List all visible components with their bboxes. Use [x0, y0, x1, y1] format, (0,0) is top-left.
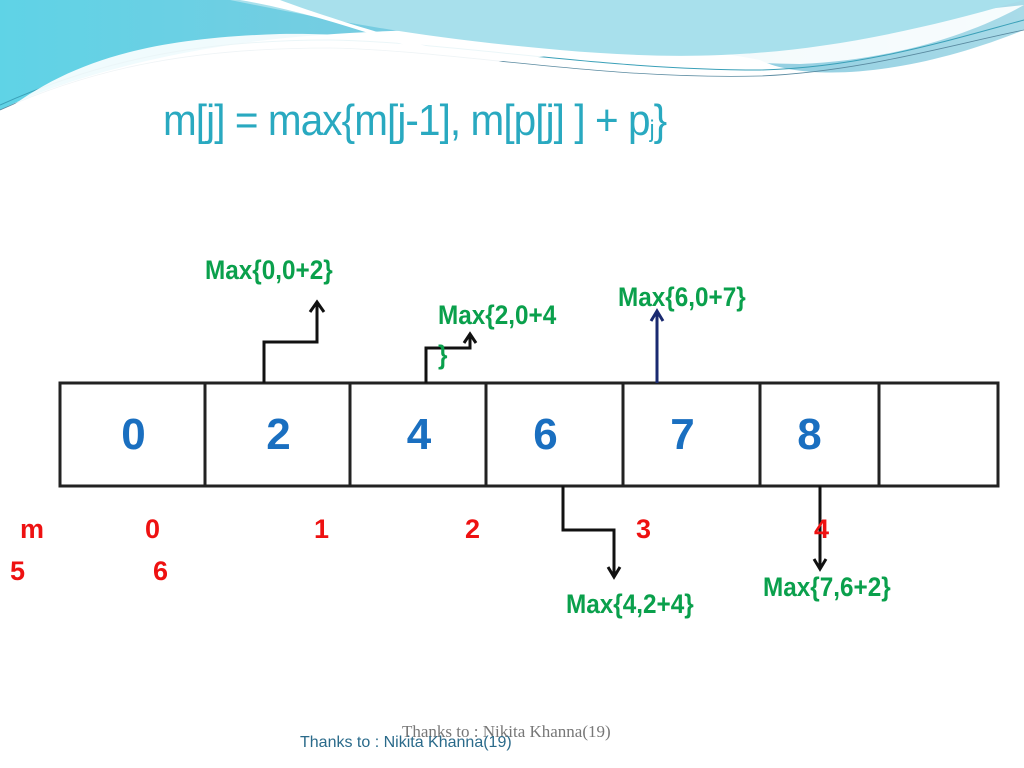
arrow-3-head	[649, 308, 665, 322]
title-closing-brace: }	[653, 96, 668, 145]
array-cell: 8	[797, 409, 822, 459]
array-cell	[881, 383, 998, 486]
footer-credit: Thanks to : Nikita Khanna(19)	[300, 734, 512, 751]
array-box	[58, 381, 1000, 488]
array-cell: 4	[406, 409, 432, 459]
index-label: 0	[145, 514, 161, 544]
arrow-5-head	[812, 558, 828, 572]
index-label: 3	[636, 514, 652, 544]
array-cell: 0	[121, 409, 146, 459]
arrow-1-head	[308, 299, 326, 313]
array-cell: 7	[670, 409, 695, 459]
max-annotation-1: Max{0,0+2}	[205, 255, 333, 285]
arrow-1	[262, 302, 319, 383]
max-annotation-2-brace: }	[438, 340, 448, 370]
footer-credit-serif: Thanks to : Nikita Khanna(19)	[402, 722, 611, 741]
array-cell: 2	[266, 409, 291, 459]
arrow-2-head	[462, 331, 478, 344]
index-label: 5	[10, 556, 26, 586]
header-wave-streak	[240, 0, 460, 55]
slide-title: m[j] = max{m[j-1], m[p[j] ] + pj}	[163, 96, 668, 146]
index-label: 2	[465, 514, 481, 544]
arrow-2	[424, 335, 472, 383]
label-background	[193, 247, 400, 297]
title-formula: m[j] = max{m[j-1], m[p[j] ] + p	[163, 96, 651, 145]
max-annotation-4: Max{4,2+4}	[566, 589, 694, 619]
max-annotation-5: Max{7,6+2}	[763, 572, 891, 602]
index-label: 4	[814, 514, 830, 544]
index-label-m: m	[20, 514, 45, 544]
arrow-4	[561, 486, 616, 577]
index-label: 1	[314, 514, 330, 544]
max-annotation-2: Max{2,0+4	[438, 300, 557, 330]
index-label: 6	[153, 556, 169, 586]
header-wave-top	[230, 0, 1024, 56]
array-cell: 6	[533, 409, 558, 459]
title-subscript: j	[649, 116, 655, 143]
max-annotation-3: Max{6,0+7}	[618, 282, 746, 312]
arrow-4-head	[606, 566, 622, 580]
